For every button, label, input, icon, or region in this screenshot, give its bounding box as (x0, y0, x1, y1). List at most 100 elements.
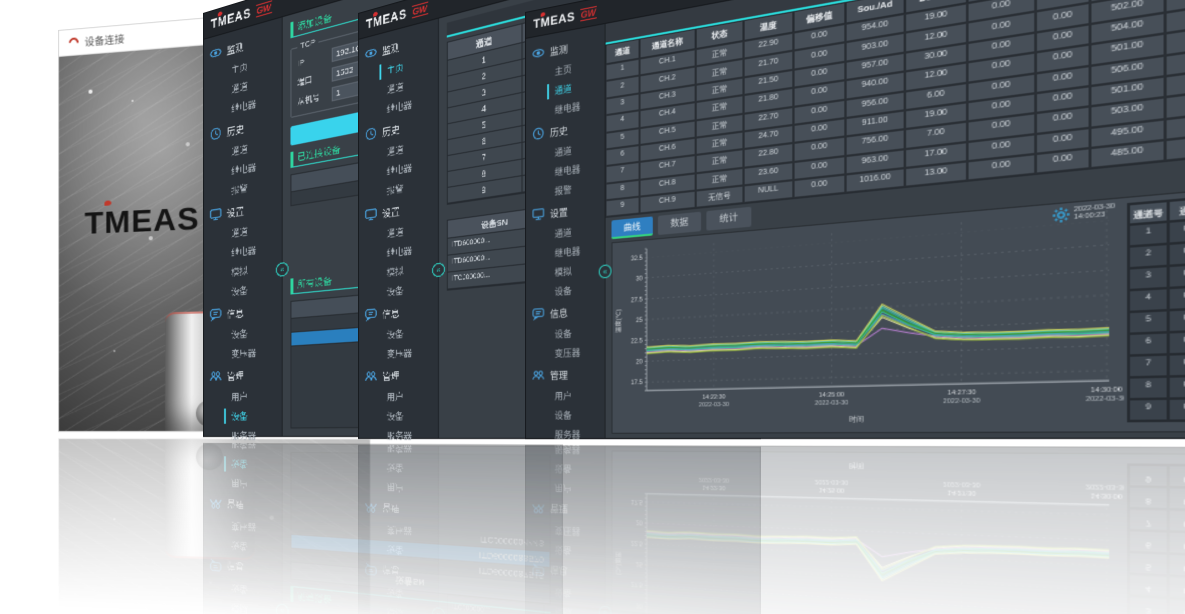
svg-text:2022-03-30: 2022-03-30 (1086, 396, 1124, 404)
gear-icon[interactable] (1052, 207, 1069, 223)
sidebar-section-label: 历史 (226, 123, 245, 139)
sidebar-section-label: 信息 (226, 307, 245, 321)
svg-text:14:22:30: 14:22:30 (702, 394, 725, 401)
legend-channel-no: 4 (1128, 288, 1169, 313)
message-icon (531, 306, 545, 322)
legend-channel-no: 7 (1128, 354, 1169, 378)
chart-legend: 通道号通道名颜色1CH.12CH.23CH.34CH.45CH.56CH.67C… (1127, 181, 1185, 432)
sidebar-item[interactable]: 服务器 (231, 430, 257, 442)
sidebar-item[interactable]: 用户 (554, 390, 572, 402)
sidebar-section-label: 设置 (549, 206, 568, 220)
settings-screen-icon (209, 206, 222, 223)
monitor-icon (364, 44, 377, 63)
tab-1[interactable]: 数据 (657, 212, 702, 236)
legend-channel-no: 2 (1128, 244, 1169, 269)
sidebar-section-label: 监测 (226, 41, 245, 58)
legend-channel-no: 8 (1128, 377, 1169, 400)
legend-channel-name: CH.7 (1168, 353, 1185, 378)
sidebar-section-label: 监测 (549, 43, 568, 59)
sidebar-item[interactable]: 设备 (204, 405, 282, 426)
settings-screen-icon (364, 206, 377, 223)
tab-2[interactable]: 统计 (706, 207, 752, 232)
sidebar-section[interactable]: 管理 (526, 361, 605, 387)
sidebar-item[interactable]: 变压器 (554, 347, 581, 359)
legend-channel-name: CH.3 (1168, 263, 1185, 289)
users-icon (531, 367, 545, 383)
svg-text:27.5: 27.5 (631, 297, 643, 304)
legend-channel-no: 9 (1128, 399, 1169, 422)
svg-text:22.5: 22.5 (631, 339, 643, 346)
legend-channel-name: CH.8 (1168, 375, 1185, 400)
sidebar-section-label: 历史 (382, 123, 400, 139)
history-icon (531, 125, 545, 142)
svg-text:2022-03-30: 2022-03-30 (699, 402, 729, 409)
brand-badge: GW (411, 0, 429, 19)
legend-channel-name: CH.9 (1168, 398, 1185, 422)
sidebar-section-label: 管理 (382, 370, 400, 383)
history-icon (209, 125, 222, 143)
sidebar: 监测 主页 通道 继电器 历史 通道 继电器 报警 设置 通道 继电器 模拟 设备 信息 设备 变压器 管理 用户… (358, 18, 445, 441)
svg-text:14:25:00: 14:25:00 (819, 392, 845, 400)
sidebar-section-label: 历史 (549, 125, 568, 140)
monitor-icon (209, 44, 222, 63)
sidebar-section-label: 管理 (549, 370, 568, 382)
sidebar-item[interactable]: 变压器 (386, 347, 412, 360)
decorative-dots (88, 89, 93, 94)
svg-text:2022-03-30: 2022-03-30 (943, 398, 980, 406)
svg-text:20: 20 (636, 359, 643, 366)
tab-0[interactable]: 曲线 (611, 216, 653, 240)
settings-screen-icon (531, 206, 545, 223)
sidebar-item[interactable]: 用户 (386, 391, 404, 403)
svg-text:30: 30 (636, 276, 643, 283)
sidebar-item[interactable]: 设备 (386, 411, 404, 422)
brand-logo: TMEAS (533, 8, 576, 31)
sidebar-item[interactable]: 用户 (231, 391, 248, 403)
column-header: 通道名 (1168, 196, 1185, 223)
legend-channel-name: CH.6 (1168, 330, 1185, 355)
svg-text:32.5: 32.5 (631, 256, 643, 263)
history-icon (364, 125, 377, 143)
users-icon (364, 368, 377, 384)
message-icon (364, 306, 377, 322)
sidebar-item[interactable]: 服务器 (554, 429, 581, 441)
sidebar-section-label: 信息 (549, 307, 568, 321)
window-title: 设备连接 (84, 34, 125, 49)
sidebar-section[interactable]: 管理 (359, 361, 438, 388)
brand-logo: TMEAS (84, 200, 200, 241)
connect-logo-icon (66, 35, 81, 50)
message-icon (209, 306, 222, 322)
legend-channel-no: 3 (1128, 266, 1169, 291)
users-icon (209, 368, 222, 384)
window-channel-monitor: TMEAS GW 监测 主页 通道 继电器 历史 通道 继电器 报警 设置 通道 继电器 模拟 设备 信息… (525, 0, 1185, 440)
legend-channel-name: CH.5 (1168, 308, 1185, 333)
sidebar-item[interactable]: 设备 (554, 410, 572, 421)
legend-channel-name: CH.2 (1168, 240, 1185, 267)
sidebar-section-label: 设置 (226, 205, 245, 220)
legend-channel-no: 6 (1128, 332, 1169, 357)
sidebar: 监测 主页 通道 继电器 历史 通道 继电器 报警 设置 通道 继电器 模拟 设备 信息 设备 变压器 管理 用户… (203, 17, 289, 441)
sidebar: 监测 主页 通道 继电器 历史 通道 继电器 报警 设置 通道 继电器 模拟 设备 信息 设备 变压器 管理 用户… (525, 23, 612, 440)
svg-text:2022-03-30: 2022-03-30 (815, 400, 849, 408)
sidebar-section-label: 管理 (226, 370, 245, 383)
sidebar-section-label: 监测 (382, 41, 400, 58)
monitor-icon (531, 44, 545, 62)
legend-channel-no: 1 (1128, 222, 1169, 248)
svg-text:时间: 时间 (849, 415, 864, 425)
main-panel: 深圳阿尔法先进科技有限公司 通道通道名称状态温度偏移值Sou./AdDec/Pd… (605, 0, 1185, 438)
svg-text:17.5: 17.5 (631, 380, 643, 387)
temperature-chart: 32.5 30 27.5 25 22.5 20 17.5 14:22:30 2022-03-30… (612, 198, 1127, 432)
line-chart-svg: 32.53027.52522.52017.514:22:302022-03-30… (614, 199, 1127, 425)
sidebar-section-label: 信息 (382, 307, 400, 321)
legend-channel-name: CH.1 (1168, 217, 1185, 245)
sidebar-item[interactable]: 服务器 (386, 430, 412, 442)
sidebar-section[interactable]: 管理 (204, 361, 282, 388)
svg-text:14:27:30: 14:27:30 (948, 390, 976, 398)
sidebar-section-label: 设置 (382, 206, 400, 221)
cell: 9 (605, 196, 640, 218)
sidebar-item[interactable]: 变压器 (231, 347, 257, 360)
svg-text:温度(℃): 温度(℃) (614, 309, 622, 333)
svg-text:14:30:00: 14:30:00 (1091, 387, 1123, 395)
chart-panel: 32.5 30 27.5 25 22.5 20 17.5 14:22:30 2022-03-30… (611, 179, 1185, 434)
legend-channel-name: CH.4 (1168, 285, 1185, 311)
